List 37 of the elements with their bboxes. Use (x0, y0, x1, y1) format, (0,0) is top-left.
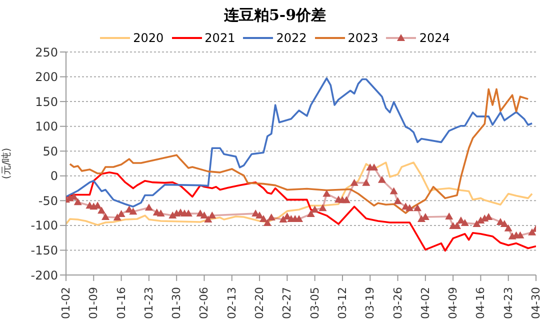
legend-label: 2022 (275, 31, 307, 45)
x-tick-label: 02-20 (253, 287, 266, 319)
x-tick-label: 04-23 (502, 287, 515, 319)
y-tick-label: 100 (35, 120, 58, 134)
x-tick-label: 04-09 (446, 287, 460, 319)
line-series (66, 172, 536, 252)
y-tick-label: 150 (35, 94, 58, 109)
legend-label: 2023 (346, 31, 378, 45)
x-tick-label: 04-30 (530, 287, 542, 319)
x-tick-label: 02-06 (198, 287, 211, 319)
x-tick-label: 03-05 (308, 287, 322, 319)
y-tick-label: 250 (35, 45, 58, 60)
x-tick-label: 03-12 (336, 287, 349, 319)
x-tick-label: 01-30 (170, 287, 184, 319)
x-tick-label: 02-27 (280, 287, 294, 319)
x-tick-label: 01-23 (142, 287, 156, 319)
y-tick-label: -200 (30, 268, 58, 282)
y-tick-label: 50 (42, 144, 58, 158)
y-axis-title: (元/吨) (0, 148, 13, 180)
x-tick-label: 04-02 (418, 287, 432, 319)
y-tick-label: 0 (50, 169, 58, 184)
x-tick-label: 02-13 (225, 287, 238, 319)
line-series (66, 162, 533, 226)
y-tick-label: 200 (35, 70, 58, 84)
x-tick-label: 01-02 (60, 287, 72, 319)
x-tick-label: 01-16 (114, 287, 128, 319)
x-tick-label: 01-09 (87, 287, 100, 319)
x-tick-label: 04-16 (474, 287, 488, 319)
chart-title: 连豆粕5-9价差 (222, 4, 328, 26)
legend-label: 2020 (132, 31, 164, 45)
legend-label: 2021 (204, 31, 236, 45)
legend-label: 2024 (418, 31, 450, 45)
x-tick-label: 03-19 (364, 287, 377, 319)
y-tick-label: -50 (38, 194, 58, 208)
y-tick-label: -100 (30, 218, 58, 233)
y-tick-label: -150 (30, 243, 58, 258)
x-tick-label: 03-26 (391, 287, 404, 319)
